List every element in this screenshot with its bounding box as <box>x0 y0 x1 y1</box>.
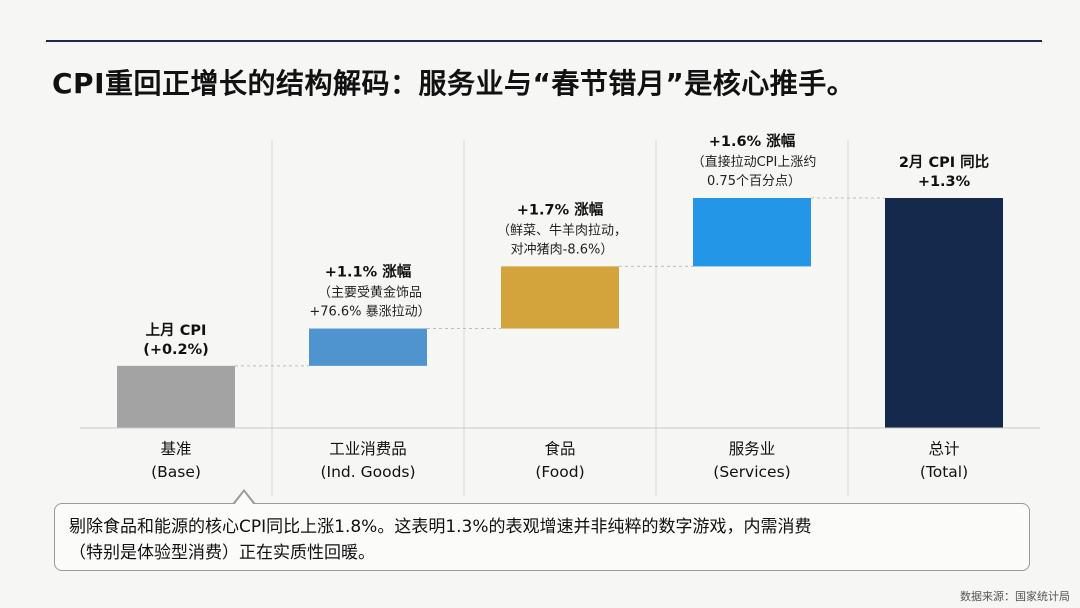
bar-1 <box>309 328 427 366</box>
connector-lines <box>235 197 885 367</box>
top-rule <box>46 40 1042 42</box>
callout-line-1: 剔除食品和能源的核心CPI同比上涨1.8%。这表明1.3%的表观增速并非纯粹的数… <box>69 517 812 537</box>
bar-0 <box>117 365 235 428</box>
callout-line-2: （特别是体验型消费）正在实质性回暖。 <box>69 543 375 563</box>
core-cpi-callout: 剔除食品和能源的核心CPI同比上涨1.8%。这表明1.3%的表观增速并非纯粹的数… <box>54 503 1030 571</box>
bar-4 <box>885 198 1003 428</box>
bar-label-note-1-0: （主要受黄金饰品 <box>318 285 422 301</box>
bars <box>117 198 1003 428</box>
bar-labels: 上月 CPI (+0.2%) +1.1% 涨幅 （主要受黄金饰品 +76.6% 暴涨拉动… <box>143 132 989 358</box>
category-sublabel-1: (Ind. Goods) <box>320 463 415 481</box>
category-label-4: 总计 <box>928 440 959 458</box>
bar-label-note-1-1: +76.6% 暴涨拉动） <box>309 305 430 320</box>
category-sublabel-2: (Food) <box>535 463 584 481</box>
category-label-0: 基准 <box>160 440 191 458</box>
category-label-1: 工业消费品 <box>329 440 407 458</box>
bar-label-note-3-1: 0.75个百分点） <box>707 174 801 189</box>
bar-label-value-0: (+0.2%) <box>143 342 209 358</box>
bar-label-title-2: +1.7% 涨幅 <box>517 200 604 218</box>
bar-label-value-4: +1.3% <box>918 174 971 190</box>
bar-label-title-3: +1.6% 涨幅 <box>709 132 796 150</box>
category-label-3: 服务业 <box>729 440 776 458</box>
page-title: CPI重回正增长的结构解码：服务业与“春节错月”是核心推手。 <box>52 67 856 100</box>
category-sublabel-3: (Services) <box>713 463 790 481</box>
category-sublabel-4: (Total) <box>920 463 968 481</box>
category-label-2: 食品 <box>544 440 575 458</box>
bar-label-note-2-0: （鲜菜、牛羊肉拉动， <box>497 222 627 238</box>
column-separators <box>271 140 849 496</box>
category-sublabel-0: (Base) <box>151 463 201 481</box>
bar-label-note-2-1: 对冲猪肉-8.6%） <box>511 242 614 257</box>
bar-label-note-3-0: （直接拉动CPI上涨约 <box>692 154 817 170</box>
bar-label-title-1: +1.1% 涨幅 <box>325 263 412 281</box>
data-source: 数据来源：国家统计局 <box>960 590 1070 603</box>
bar-label-title-4: 2月 CPI 同比 <box>899 153 989 171</box>
bar-2 <box>501 266 619 329</box>
category-labels: 基准 (Base) 工业消费品 (Ind. Goods) 食品 (Food) 服务业 (Ser… <box>151 440 968 481</box>
callout-tail-inner <box>234 492 254 505</box>
bar-label-title-0: 上月 CPI <box>146 322 207 339</box>
bar-3 <box>693 198 811 267</box>
